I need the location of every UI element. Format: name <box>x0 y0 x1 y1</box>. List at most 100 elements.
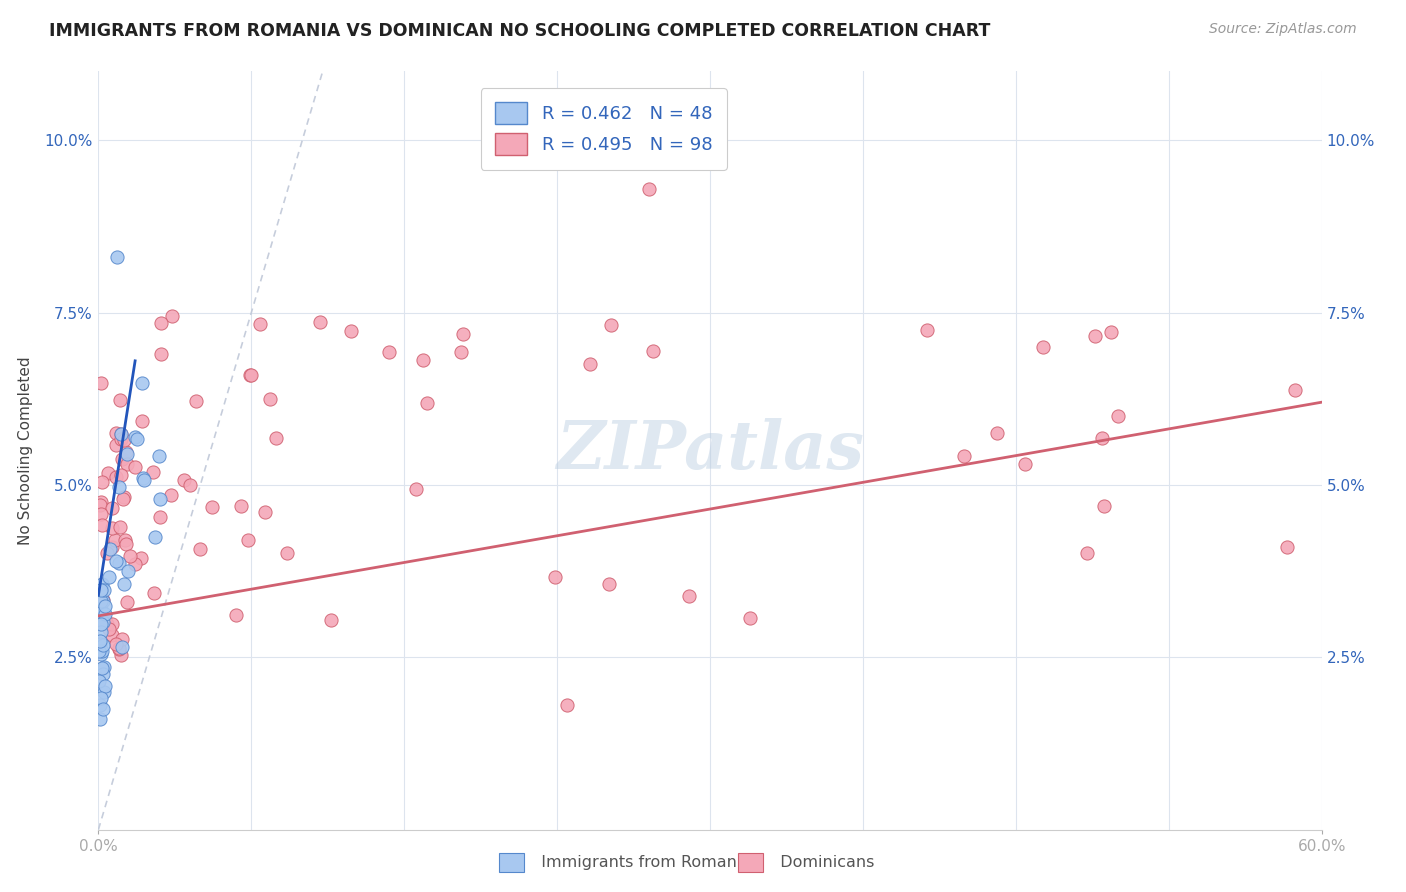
Point <box>641 344 664 359</box>
Point <box>115 595 138 609</box>
Point <box>112 433 135 447</box>
Point <box>89 644 111 658</box>
Text: IMMIGRANTS FROM ROMANIA VS DOMINICAN NO SCHOOLING COMPLETED CORRELATION CHART: IMMIGRANTS FROM ROMANIA VS DOMINICAN NO … <box>49 22 991 40</box>
Point <box>110 427 132 442</box>
Point <box>179 478 201 492</box>
Point <box>159 488 181 502</box>
Point <box>1284 383 1306 397</box>
Point <box>90 594 112 608</box>
Point <box>108 520 131 534</box>
Point <box>150 316 173 330</box>
Point <box>1084 328 1107 343</box>
Text: ZIPatlas: ZIPatlas <box>557 418 863 483</box>
Point <box>90 475 112 489</box>
Text: Dominicans: Dominicans <box>770 855 875 870</box>
Point <box>97 570 120 584</box>
Point <box>89 614 111 628</box>
Point <box>91 615 114 630</box>
Point <box>112 576 135 591</box>
Point <box>89 698 111 713</box>
Point <box>110 648 132 663</box>
Point <box>149 491 172 506</box>
Point <box>378 345 401 359</box>
Point <box>124 557 146 571</box>
Point <box>90 644 112 658</box>
Point <box>115 458 138 472</box>
Point <box>101 540 124 554</box>
Point <box>91 517 114 532</box>
Point <box>117 447 139 461</box>
Point <box>111 640 134 654</box>
Point <box>90 576 112 591</box>
Point <box>142 466 165 480</box>
Point <box>131 414 153 428</box>
Point <box>201 500 224 514</box>
Point <box>145 530 167 544</box>
Point <box>1092 499 1115 513</box>
Point <box>1014 457 1036 471</box>
Point <box>90 582 112 597</box>
Point <box>94 679 117 693</box>
Point <box>93 583 115 598</box>
Point <box>339 324 361 338</box>
Point <box>118 549 141 564</box>
Point <box>105 438 128 452</box>
Legend: R = 0.462   N = 48, R = 0.495   N = 98: R = 0.462 N = 48, R = 0.495 N = 98 <box>481 88 727 170</box>
Point <box>93 660 115 674</box>
Point <box>104 470 127 484</box>
Point <box>90 583 112 598</box>
Point <box>112 491 135 506</box>
Point <box>412 353 434 368</box>
Point <box>579 358 602 372</box>
Point <box>112 490 135 504</box>
Point <box>124 430 146 444</box>
Point <box>114 533 136 547</box>
Point <box>1090 431 1112 445</box>
Point <box>91 702 114 716</box>
Point <box>90 376 112 390</box>
Point <box>110 467 132 482</box>
Point <box>101 616 124 631</box>
Point <box>738 610 761 624</box>
Point <box>276 546 298 560</box>
Point <box>986 426 1008 441</box>
Point <box>96 546 118 560</box>
Point <box>1076 546 1098 560</box>
Point <box>91 666 114 681</box>
Point <box>239 368 262 382</box>
Point <box>149 509 172 524</box>
Point <box>104 426 127 441</box>
Point <box>90 507 112 521</box>
Point <box>98 541 121 556</box>
Point <box>90 495 112 509</box>
Point <box>321 613 343 627</box>
Point <box>953 449 976 463</box>
Point <box>107 641 129 656</box>
Point <box>1275 541 1298 555</box>
Point <box>148 449 170 463</box>
Point <box>100 628 122 642</box>
Text: Immigrants from Romania: Immigrants from Romania <box>531 855 752 870</box>
Point <box>129 551 152 566</box>
Point <box>117 564 139 578</box>
Point <box>236 533 259 547</box>
Point <box>184 393 207 408</box>
Point <box>89 673 111 688</box>
Point <box>229 500 252 514</box>
Point <box>555 698 579 713</box>
Point <box>90 691 112 706</box>
Point <box>105 251 128 265</box>
Point <box>131 376 153 390</box>
Point <box>111 632 134 646</box>
Point <box>239 368 262 382</box>
Point <box>637 181 661 195</box>
Point <box>111 452 134 467</box>
Point <box>104 637 127 651</box>
Point <box>97 622 120 636</box>
Point <box>124 460 146 475</box>
Text: Source: ZipAtlas.com: Source: ZipAtlas.com <box>1209 22 1357 37</box>
Point <box>915 323 938 337</box>
Point <box>91 639 114 653</box>
Point <box>190 542 212 557</box>
Point <box>107 642 129 657</box>
